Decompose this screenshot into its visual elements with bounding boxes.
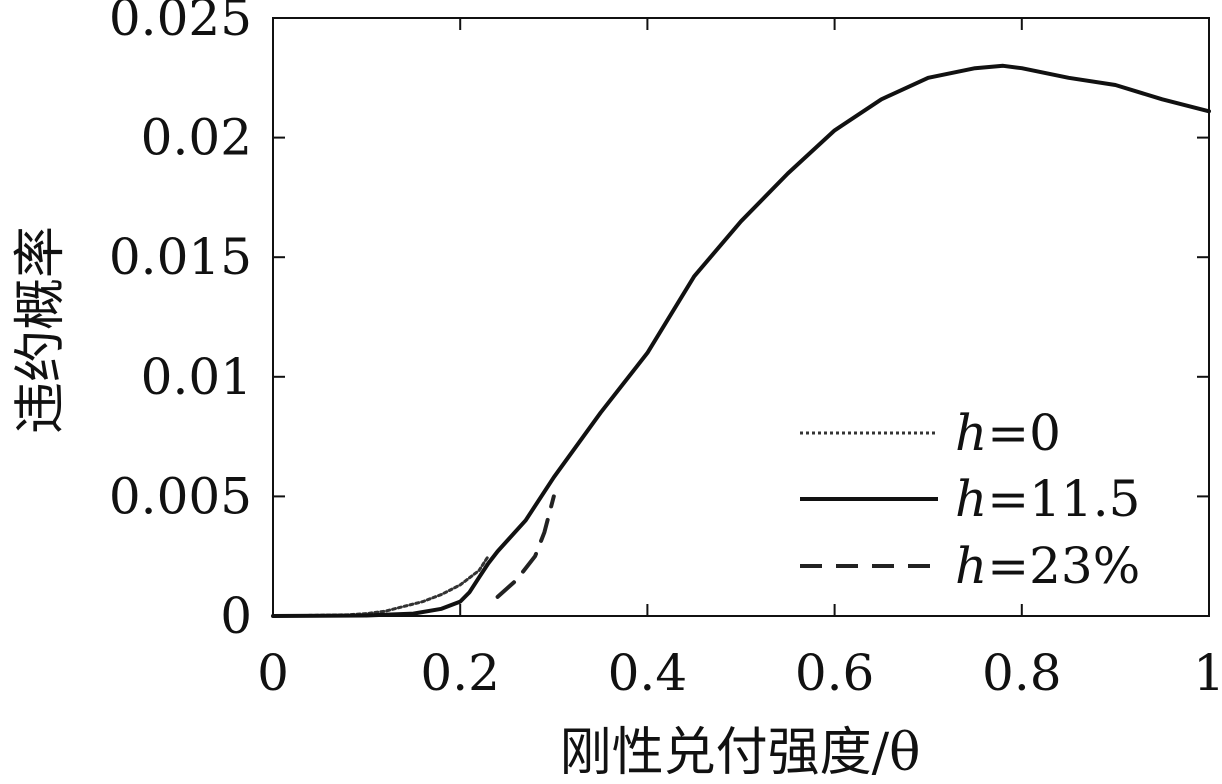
x-tick-label: 0.6: [795, 644, 875, 702]
legend-label-var: h: [955, 470, 987, 528]
x-tick-label: 0.4: [608, 644, 688, 702]
x-tick-label: 0: [257, 644, 289, 702]
legend: h=0h=11.5h=23%: [800, 404, 1140, 595]
legend-label-2: h=23%: [955, 537, 1140, 595]
series-line-0: [271, 554, 490, 618]
y-axis-title: 违约概率: [11, 226, 71, 434]
series-layer: [271, 63, 1211, 618]
legend-label-value: =23%: [987, 537, 1140, 595]
legend-label-0: h=0: [955, 404, 1061, 462]
y-tick-label: 0.015: [109, 228, 252, 286]
legend-label-1: h=11.5: [955, 470, 1140, 528]
legend-label-value: =0: [987, 404, 1061, 462]
legend-label-var: h: [955, 537, 987, 595]
y-tick-label: 0: [220, 587, 252, 645]
y-tick-label: 0.005: [109, 467, 252, 525]
legend-label-value: =11.5: [987, 470, 1140, 528]
y-tick-label: 0.02: [141, 109, 252, 167]
legend-label-var: h: [955, 404, 987, 462]
x-tick-label: 1: [1193, 644, 1222, 702]
series-line-2: [495, 494, 556, 599]
x-tick-label: 0.2: [420, 644, 500, 702]
series-line-1: [271, 63, 1211, 618]
x-tick-label: 0.8: [982, 644, 1062, 702]
x-axis-title: 刚性兑付强度/θ: [560, 723, 921, 783]
plot-frame: [272, 17, 1210, 617]
tick-labels: 0 0.2 0.4 0.6 0.8 1 0 0.005 0.01 0.015 0.02 0.025: [109, 0, 1222, 702]
y-tick-label: 0.01: [141, 348, 252, 406]
y-tick-label: 0.025: [109, 0, 252, 47]
